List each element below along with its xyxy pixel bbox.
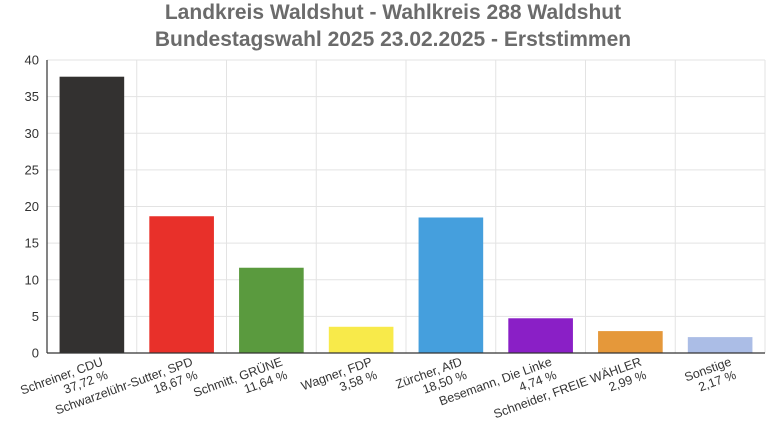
bar-2 — [239, 267, 304, 353]
y-tick-label-15: 15 — [25, 236, 39, 251]
y-tick-label-5: 5 — [32, 309, 39, 324]
y-tick-label-20: 20 — [25, 199, 39, 214]
bar-3 — [328, 326, 394, 353]
y-tick-label-30: 30 — [25, 126, 39, 141]
y-tick-label-40: 40 — [25, 53, 39, 68]
bar-5 — [508, 318, 573, 353]
bar-7 — [687, 337, 753, 353]
y-tick-label-0: 0 — [32, 346, 39, 361]
axes: 0 5 10 15 20 25 30 35 40 — [25, 53, 765, 361]
chart-title: Landkreis Waldshut - Wahlkreis 288 Walds… — [165, 1, 621, 24]
y-tick-label-10: 10 — [25, 272, 39, 287]
bar-1 — [149, 216, 214, 353]
bar-4 — [418, 217, 484, 353]
bar-6 — [598, 331, 663, 353]
chart-subtitle: Bundestagswahl 2025 23.02.2025 - Erststi… — [155, 28, 631, 51]
y-tick-label-25: 25 — [25, 162, 39, 177]
bar-0 — [59, 76, 125, 354]
bar-series — [59, 76, 753, 354]
y-tick-label-35: 35 — [25, 89, 39, 104]
